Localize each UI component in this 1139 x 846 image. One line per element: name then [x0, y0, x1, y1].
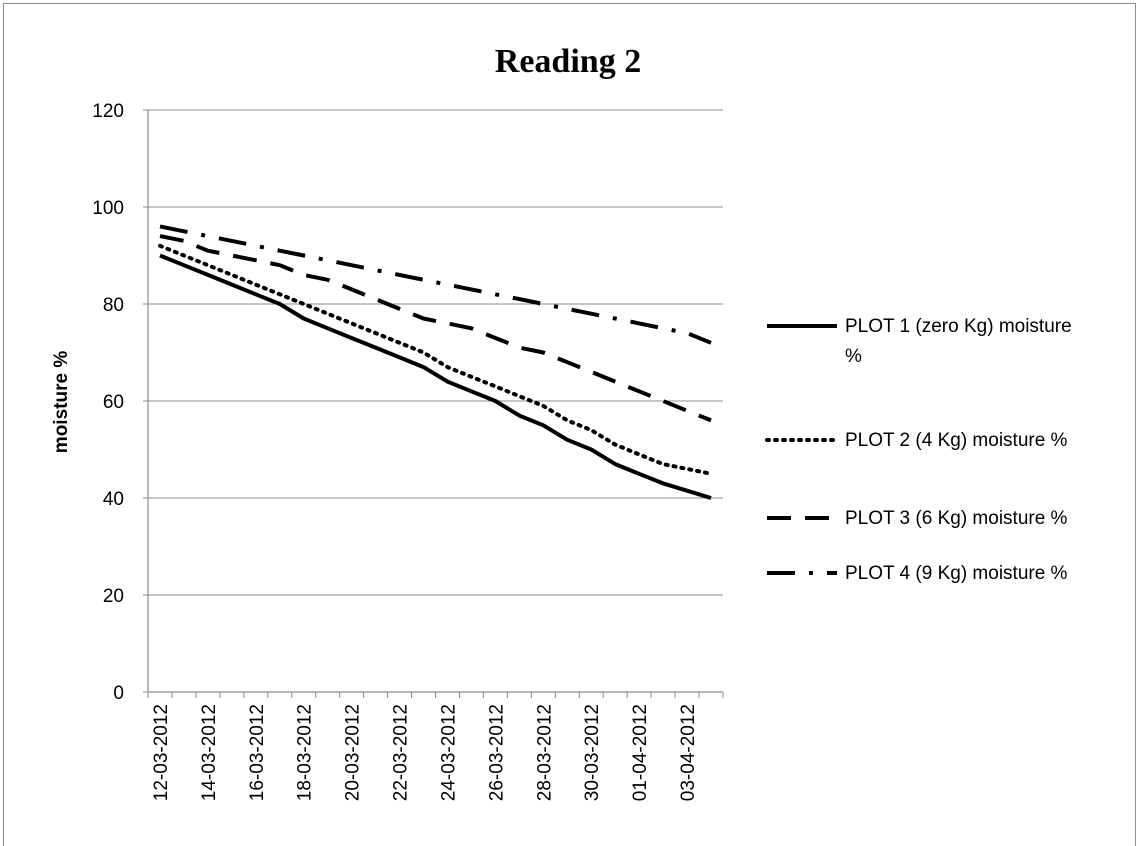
x-tick-label: 20-03-2012 — [343, 704, 364, 801]
y-tick-label: 0 — [113, 683, 124, 704]
x-tick-label: 16-03-2012 — [247, 704, 268, 801]
x-tick-label: 14-03-2012 — [199, 704, 220, 801]
series-line-4 — [159, 224, 712, 345]
x-tick-label: 24-03-2012 — [438, 704, 459, 801]
legend-label-1: PLOT 1 (zero Kg) moisture — [845, 316, 1072, 337]
y-tick-label: 40 — [103, 489, 124, 510]
legend: PLOT 1 (zero Kg) moisture% PLOT 2 (4 Kg) … — [765, 316, 1072, 584]
y-tick-label: 20 — [103, 586, 124, 607]
legend-label-2: PLOT 2 (4 Kg) moisture % — [845, 430, 1068, 451]
y-tick-label: 80 — [103, 295, 124, 316]
x-tick-label: 30-03-2012 — [582, 704, 603, 801]
chart-title: Reading 2 — [495, 43, 641, 80]
y-axis-label: moisture % — [51, 351, 72, 454]
x-tick-label: 18-03-2012 — [295, 704, 316, 801]
x-tick-label: 03-04-2012 — [678, 704, 699, 801]
axes — [143, 109, 724, 698]
series-lines — [158, 224, 713, 500]
x-tick-label: 12-03-2012 — [151, 704, 172, 801]
x-tick-labels: 12-03-2012 14-03-2012 16-03-2012 18-03-2012… — [151, 704, 699, 801]
legend-label-1: % — [845, 346, 862, 367]
x-tick-label: 22-03-2012 — [391, 704, 412, 801]
chart-frame — [3, 3, 1136, 846]
y-tick-label: 60 — [103, 392, 124, 413]
x-tick-label: 26-03-2012 — [486, 704, 507, 801]
series-line-1 — [159, 253, 712, 500]
series-line-3 — [159, 234, 712, 423]
series-line-2 — [158, 243, 713, 476]
legend-label-4: PLOT 4 (9 Kg) moisture % — [845, 563, 1068, 584]
x-tick-label: 28-03-2012 — [534, 704, 555, 801]
legend-label-3: PLOT 3 (6 Kg) moisture % — [845, 508, 1068, 529]
x-tick-label: 01-04-2012 — [630, 704, 651, 801]
y-tick-label: 120 — [92, 101, 124, 122]
gridlines — [148, 109, 723, 596]
y-tick-labels: 0 20 40 60 80 100 120 — [92, 101, 124, 704]
y-tick-label: 100 — [92, 198, 124, 219]
